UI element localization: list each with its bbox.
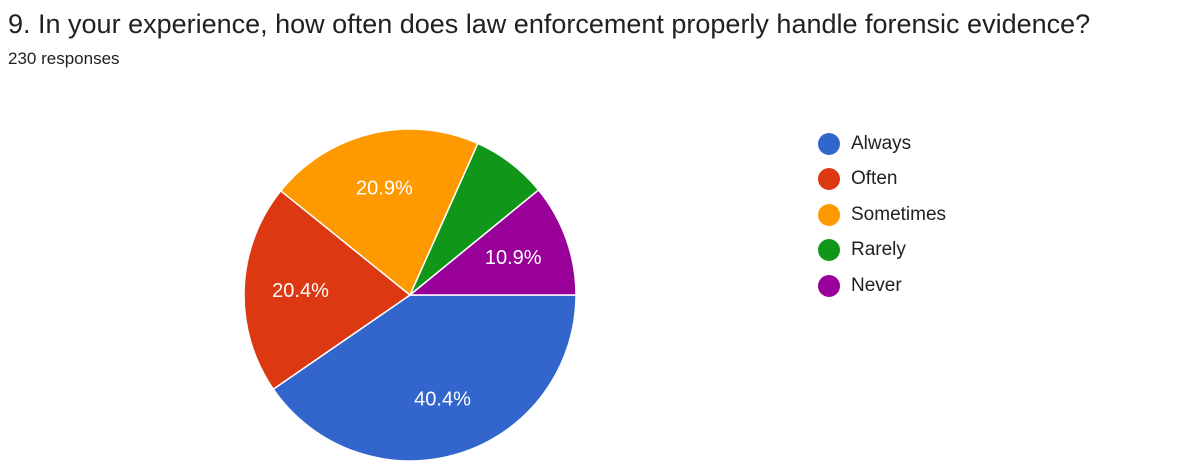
legend-swatch-often [818, 168, 840, 191]
legend-swatch-rarely [818, 239, 840, 262]
legend-label-never: Never [851, 274, 902, 296]
legend-item-always[interactable]: Always [818, 126, 946, 162]
legend-item-never[interactable]: Never [818, 268, 946, 304]
chart-legend: Always Often Sometimes Rarely Never [818, 126, 946, 304]
slice-label-often: 20.4% [272, 280, 329, 302]
legend-label-often: Often [851, 168, 898, 190]
legend-swatch-always [818, 132, 840, 155]
pie-slice-often[interactable] [243, 189, 412, 391]
legend-swatch-never [818, 274, 840, 297]
legend-item-rarely[interactable]: Rarely [818, 233, 946, 269]
legend-item-often[interactable]: Often [818, 162, 946, 198]
slice-label-never: 10.9% [485, 247, 542, 269]
legend-label-always: Always [851, 132, 912, 154]
pie-slice-always[interactable] [272, 294, 577, 462]
response-count: 230 responses [8, 49, 120, 68]
legend-label-rarely: Rarely [851, 239, 906, 261]
legend-label-sometimes: Sometimes [851, 203, 947, 225]
slice-label-always: 40.4% [414, 389, 471, 411]
question-title: 9. In your experience, how often does la… [8, 9, 1091, 39]
pie-slice-never[interactable] [407, 188, 577, 296]
slice-label-sometimes: 20.9% [356, 177, 413, 199]
legend-swatch-sometimes [818, 203, 840, 226]
legend-item-sometimes[interactable]: Sometimes [818, 197, 946, 233]
